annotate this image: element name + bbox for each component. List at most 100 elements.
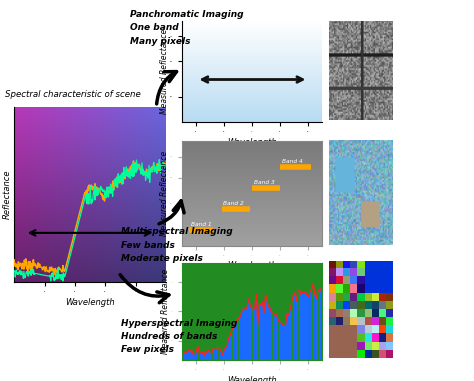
Bar <box>319 292 320 360</box>
Bar <box>183 353 184 360</box>
Bar <box>274 316 275 360</box>
Y-axis label: Reflectance: Reflectance <box>2 170 11 219</box>
Bar <box>220 351 221 360</box>
Bar <box>186 354 188 360</box>
Bar <box>273 313 274 360</box>
Bar <box>277 319 278 360</box>
Bar <box>243 309 245 360</box>
Bar <box>223 350 225 360</box>
Bar <box>233 327 234 360</box>
Text: One band: One band <box>130 24 179 32</box>
Bar <box>259 304 260 360</box>
Bar <box>291 302 292 360</box>
Bar <box>236 322 237 360</box>
Bar <box>191 350 192 360</box>
Bar <box>302 293 303 360</box>
Bar <box>251 309 252 360</box>
Text: Hundreds of bands: Hundreds of bands <box>121 332 217 341</box>
Bar <box>229 335 231 360</box>
Bar <box>211 353 212 360</box>
Bar <box>312 283 314 360</box>
Bar <box>279 322 280 360</box>
Bar <box>188 349 189 360</box>
Bar <box>285 326 286 360</box>
Bar <box>288 315 289 360</box>
Text: Band 3: Band 3 <box>254 181 274 186</box>
Bar <box>320 289 321 360</box>
Bar <box>268 307 269 360</box>
Bar <box>283 325 284 360</box>
Bar <box>270 308 271 360</box>
Bar <box>217 348 219 360</box>
Bar <box>296 301 297 360</box>
Bar <box>237 319 238 360</box>
Bar <box>299 289 300 360</box>
Bar <box>203 356 205 360</box>
Bar <box>292 295 294 360</box>
Bar <box>306 295 308 360</box>
Bar <box>317 290 319 360</box>
Bar <box>214 349 215 360</box>
Bar <box>199 352 200 360</box>
Bar <box>282 324 283 360</box>
Bar <box>194 354 195 360</box>
Bar <box>290 309 291 360</box>
Text: Multispectral Imaging: Multispectral Imaging <box>121 227 233 236</box>
Text: Hyperspectral Imaging: Hyperspectral Imaging <box>121 319 237 328</box>
Bar <box>246 307 247 360</box>
Bar <box>234 326 235 360</box>
X-axis label: Wavelength: Wavelength <box>65 298 115 307</box>
Bar <box>227 346 228 360</box>
Bar <box>271 313 272 360</box>
Text: Few bands: Few bands <box>121 241 175 250</box>
Bar <box>300 295 301 360</box>
Bar <box>297 291 299 360</box>
Bar <box>219 348 220 360</box>
Y-axis label: Measured Reflectance: Measured Reflectance <box>161 269 170 354</box>
Bar <box>265 294 266 360</box>
Bar <box>242 309 243 360</box>
Bar <box>245 310 246 360</box>
Text: Band 2: Band 2 <box>223 202 244 207</box>
Bar <box>314 294 315 360</box>
Bar <box>212 349 214 360</box>
Text: Moderate pixels: Moderate pixels <box>121 254 203 263</box>
Bar <box>308 297 309 360</box>
Bar <box>190 352 191 360</box>
Bar <box>228 338 229 360</box>
Bar <box>303 293 305 360</box>
Bar <box>254 307 255 360</box>
X-axis label: Wavelength: Wavelength <box>228 376 277 381</box>
Bar <box>208 350 209 360</box>
Text: Many pixels: Many pixels <box>130 37 191 46</box>
Bar <box>206 353 208 360</box>
Text: Spectral characteristic of scene: Spectral characteristic of scene <box>5 90 140 99</box>
Bar <box>286 313 288 360</box>
Bar <box>249 305 251 360</box>
Bar <box>262 301 263 360</box>
X-axis label: Wavelength: Wavelength <box>228 138 277 147</box>
Text: Panchromatic Imaging: Panchromatic Imaging <box>130 10 244 19</box>
Bar <box>311 289 312 360</box>
Bar <box>248 299 249 360</box>
Text: Band 4: Band 4 <box>282 160 302 165</box>
Bar <box>192 354 194 360</box>
Y-axis label: Measured Reflectance: Measured Reflectance <box>160 29 169 114</box>
Text: Band 1: Band 1 <box>191 223 211 227</box>
Bar <box>197 346 199 360</box>
Bar <box>231 331 232 360</box>
Bar <box>185 352 186 360</box>
Bar <box>266 301 268 360</box>
Y-axis label: Measured Reflectance: Measured Reflectance <box>160 151 169 236</box>
Bar <box>202 352 203 360</box>
Bar <box>216 350 217 360</box>
Bar <box>255 293 257 360</box>
Bar <box>225 347 226 360</box>
Bar <box>240 315 241 360</box>
Bar <box>205 351 206 360</box>
Bar <box>239 319 240 360</box>
Bar <box>294 293 295 360</box>
Bar <box>196 352 197 360</box>
Bar <box>257 325 258 360</box>
Bar <box>310 291 311 360</box>
